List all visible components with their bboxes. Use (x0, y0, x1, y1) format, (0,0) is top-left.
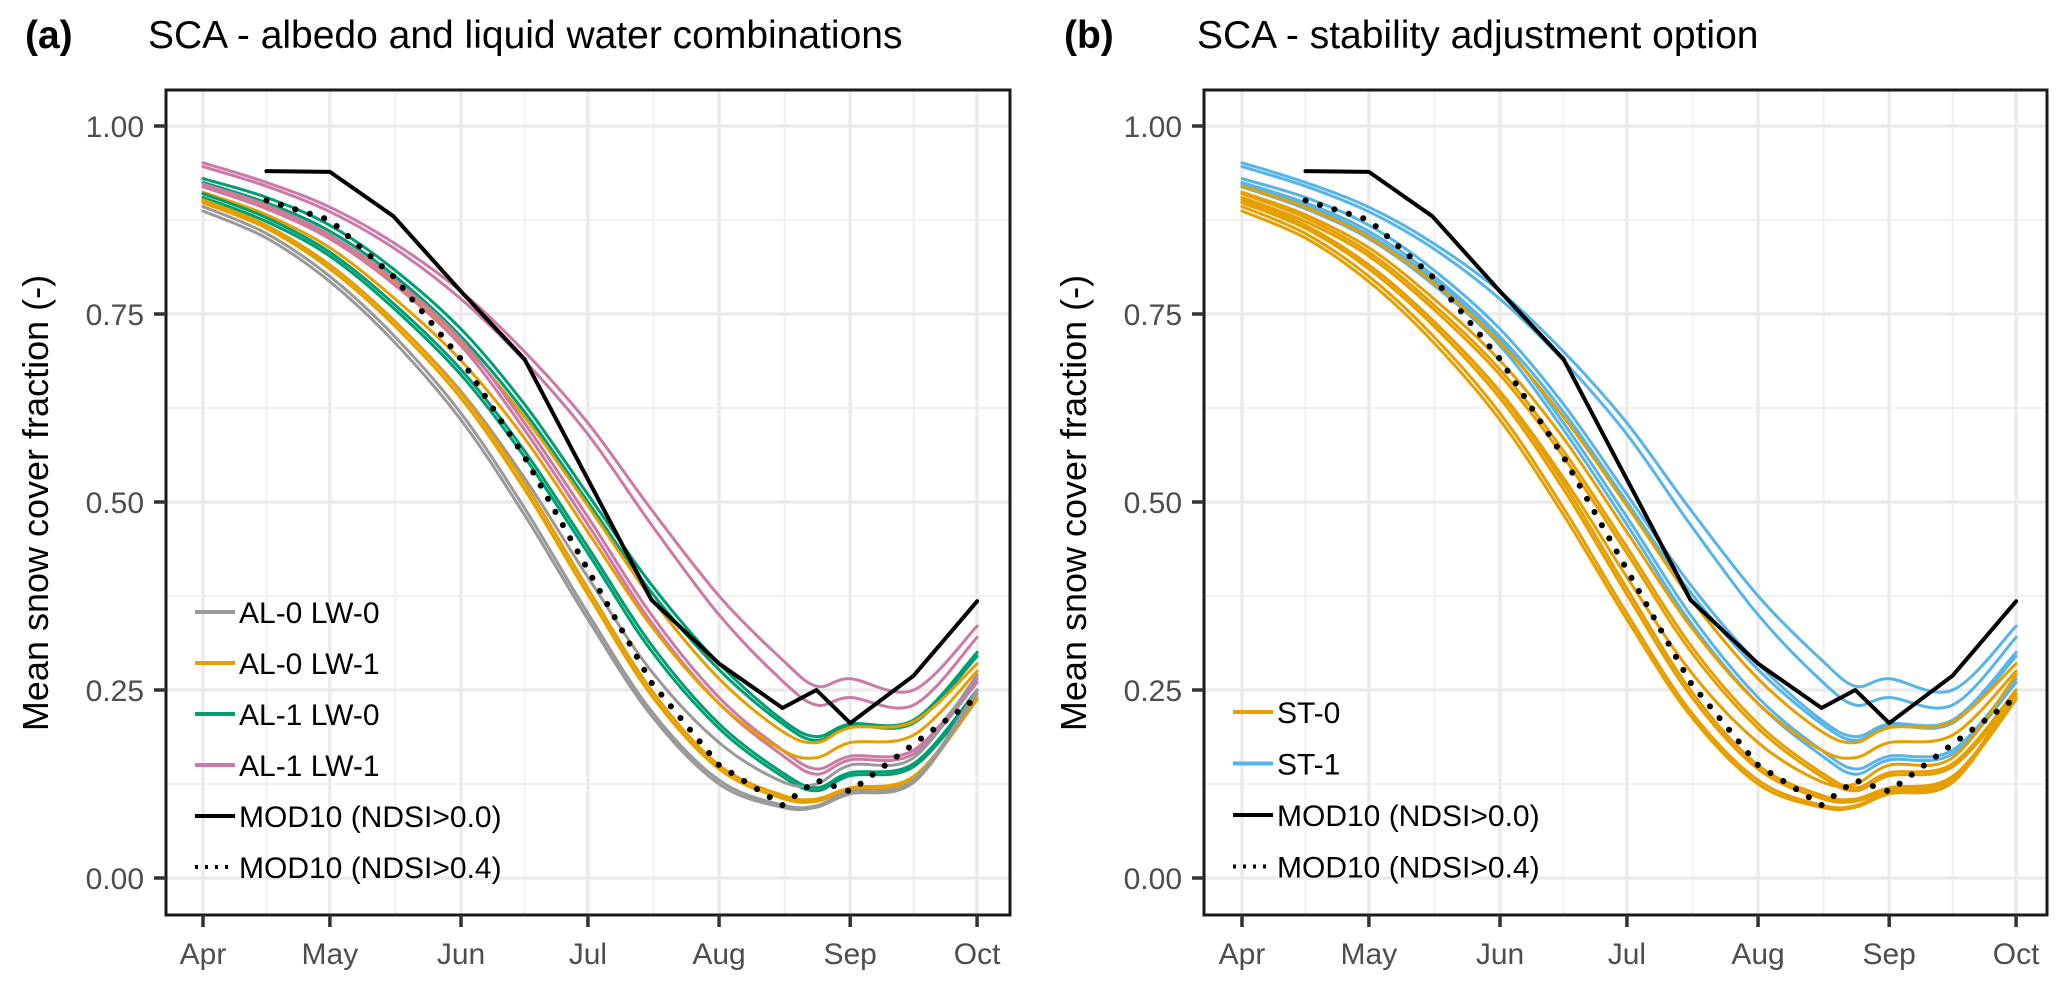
x-tick-label: May (1341, 938, 1398, 971)
series-line-mod10-ndsi-0-4 (1302, 197, 2020, 809)
legend-label: AL-1 LW-1 (239, 750, 380, 783)
series-line-mod10-ndsi-0-0 (264, 169, 980, 726)
panel-b-y-axis-title: Mean snow cover fraction (-) (1053, 275, 1094, 731)
y-tick-label: 0.75 (1124, 299, 1182, 332)
y-tick-label: 0.25 (86, 675, 144, 708)
series-line-st-1 (1240, 182, 2018, 771)
x-tick-label: May (302, 938, 359, 971)
y-tick-label: 0.75 (86, 299, 144, 332)
panel-b-plot: 0.00 0.25 0.50 0.75 1.00 Apr May Jun Jul Aug Sep Oc… (1124, 88, 2049, 971)
series-line-st-1 (1240, 165, 2018, 710)
series-group (1240, 161, 2020, 812)
x-tick-label: Jul (1608, 938, 1646, 971)
series-line-st-0 (1240, 190, 2018, 760)
legend-label: MOD10 (NDSI>0.0) (239, 801, 502, 834)
panel-a-y-axis-title: Mean snow cover fraction (-) (15, 275, 56, 731)
legend: ST-0 ST-1 MOD10 (NDSI>0.0) MOD10 (NDSI>0.4) (1233, 697, 1540, 885)
legend-label: MOD10 (NDSI>0.0) (1277, 800, 1540, 833)
series-line-al-1-lw-1 (201, 185, 979, 776)
x-tick-label: Jul (569, 938, 607, 971)
panel-a-tag: (a) (25, 14, 73, 57)
series-line-al-1-lw-1 (201, 165, 979, 710)
series-line-al-1-lw-0 (201, 192, 979, 790)
y-tick-label: 1.00 (1124, 111, 1182, 144)
x-tick-label: Apr (180, 938, 227, 971)
y-tick-label: 0.00 (86, 863, 144, 896)
series-line-al-1-lw-1 (201, 182, 979, 771)
series-line-al-0-lw-0 (201, 209, 979, 812)
x-tick-label: Oct (1993, 938, 2040, 971)
panel-a-title: SCA - albedo and liquid water combinatio… (148, 14, 902, 57)
series-line-al-1-lw-1 (201, 161, 979, 694)
y-tick-label: 0.50 (86, 487, 144, 520)
legend-label: AL-1 LW-0 (239, 699, 380, 732)
series-line-mod10-ndsi-0-0 (1303, 169, 2019, 726)
x-tick-label: Apr (1219, 938, 1266, 971)
series-group (201, 161, 981, 812)
panel-a-plot: 0.00 0.25 0.50 0.75 1.00 Apr May Jun Jul Aug Sep Oc… (86, 88, 1012, 971)
y-tick-label: 0.25 (1124, 675, 1182, 708)
legend-label: MOD10 (NDSI>0.4) (1277, 852, 1540, 885)
series-line-st-0 (1240, 209, 2018, 812)
series-line-st-0 (1240, 195, 2018, 793)
series-line-st-0 (1240, 192, 2018, 790)
series-line-st-1 (1240, 161, 2018, 694)
series-line-mod10-ndsi-0-4 (263, 197, 981, 809)
panel-b-title: SCA - stability adjustment option (1197, 14, 1758, 57)
x-tick-label: Sep (823, 938, 876, 971)
x-tick-label: Oct (954, 938, 1001, 971)
legend-label: AL-0 LW-1 (239, 648, 380, 681)
x-tick-label: Sep (1862, 938, 1915, 971)
series-line-st-0 (1240, 184, 2018, 745)
legend-label: ST-0 (1277, 697, 1340, 730)
legend-label: AL-0 LW-0 (239, 597, 380, 630)
x-tick-label: Jun (437, 938, 485, 971)
legend-label: ST-1 (1277, 749, 1340, 782)
y-tick-label: 1.00 (86, 111, 144, 144)
series-line-al-1-lw-0 (201, 195, 979, 793)
panel-b-tag: (b) (1064, 14, 1114, 57)
x-tick-label: Aug (692, 938, 745, 971)
series-line-al-0-lw-1 (201, 190, 979, 760)
y-tick-label: 0.50 (1124, 487, 1182, 520)
series-line-st-1 (1240, 180, 2018, 742)
legend-label: MOD10 (NDSI>0.4) (239, 852, 502, 885)
x-tick-label: Jun (1476, 938, 1524, 971)
legend: AL-0 LW-0 AL-0 LW-1 AL-1 LW-0 AL-1 LW-1 MOD1… (195, 597, 502, 885)
series-line-al-1-lw-0 (201, 180, 979, 742)
x-tick-label: Aug (1731, 938, 1784, 971)
y-tick-label: 0.00 (1124, 863, 1182, 896)
